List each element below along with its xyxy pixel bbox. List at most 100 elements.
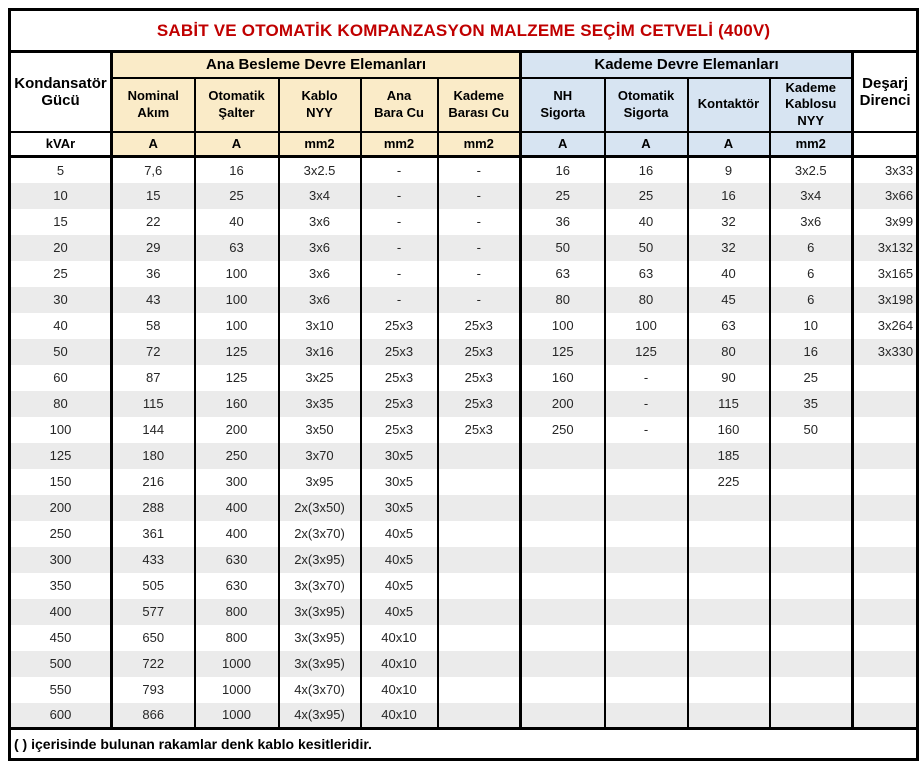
table-cell: 100 bbox=[603, 312, 688, 339]
table-cell: 40x10 bbox=[359, 650, 438, 677]
table-cell: 3x330 bbox=[850, 338, 918, 365]
table-cell bbox=[519, 702, 605, 729]
table-cell bbox=[436, 624, 521, 651]
table-cell bbox=[436, 676, 521, 703]
table-cell bbox=[436, 442, 521, 469]
table-row: 600 866 1000 4x(3x95) 40x10 bbox=[9, 702, 918, 729]
table-cell: 150 bbox=[9, 468, 112, 495]
header-kademe-barasi-cu: Kademe Barası Cu bbox=[436, 76, 522, 133]
footer-note: ( ) içerisinde bulunan rakamlar denk kab… bbox=[9, 727, 918, 760]
table-cell bbox=[436, 598, 521, 625]
table-cell: 20 bbox=[9, 234, 112, 261]
table-cell bbox=[603, 468, 688, 495]
table-cell: 160 bbox=[519, 364, 605, 391]
table-cell: 36 bbox=[110, 260, 195, 287]
table-cell bbox=[603, 572, 688, 599]
header-nominal-akim: Nominal Akım bbox=[110, 76, 196, 133]
table-cell: - bbox=[359, 286, 438, 313]
table-row: 25 36 100 3x6- -63 63 40 6 3x165 bbox=[9, 260, 918, 287]
table-row: 40 58 100 3x10 25x3 25x3 100 100 63 10 3x264 bbox=[9, 312, 918, 339]
unit-nh-sigorta: A bbox=[519, 130, 606, 158]
table-cell: - bbox=[359, 234, 438, 261]
table-cell: 3x2.5 bbox=[277, 156, 361, 183]
table-cell: 90 bbox=[686, 364, 770, 391]
table-cell: 6 bbox=[768, 286, 853, 313]
table-cell: 650 bbox=[110, 624, 195, 651]
table-cell: 87 bbox=[110, 364, 195, 391]
table-cell: 30x5 bbox=[359, 442, 438, 469]
table-cell: 115 bbox=[686, 390, 770, 417]
table-cell: - bbox=[436, 234, 521, 261]
table-cell: 4x(3x70) bbox=[277, 676, 361, 703]
table-row: 200 288 400 2x(3x50) 30x5 bbox=[9, 494, 918, 521]
table-cell: 3x165 bbox=[850, 260, 918, 287]
table-cell: - bbox=[359, 156, 438, 183]
table-cell bbox=[603, 546, 688, 573]
table-cell: - bbox=[436, 182, 521, 209]
table-cell: 793 bbox=[110, 676, 195, 703]
table-cell bbox=[850, 442, 918, 469]
table-cell: 350 bbox=[9, 572, 112, 599]
table-cell: 3x132 bbox=[850, 234, 918, 261]
table-row: 100 144 200 3x50 25x3 25x3 250-160 50 bbox=[9, 416, 918, 443]
table-cell: 3x33 bbox=[850, 156, 918, 183]
table-cell: 72 bbox=[110, 338, 195, 365]
table-cell: 866 bbox=[110, 702, 195, 729]
header-kontaktor: Kontaktör bbox=[686, 76, 771, 133]
table-cell: 25x3 bbox=[436, 364, 521, 391]
table-cell: 3x50 bbox=[277, 416, 361, 443]
table-cell: 25x3 bbox=[436, 416, 521, 443]
table-cell bbox=[850, 572, 918, 599]
table-cell: 400 bbox=[9, 598, 112, 625]
table-row: 250 361 400 2x(3x70) 40x5 bbox=[9, 520, 918, 547]
unit-ana-bara-cu: mm2 bbox=[359, 130, 439, 158]
table-cell bbox=[603, 676, 688, 703]
table-cell bbox=[686, 572, 770, 599]
table-cell: 288 bbox=[110, 494, 195, 521]
table-cell: 100 bbox=[193, 312, 279, 339]
table-footer: ( ) içerisinde bulunan rakamlar denk kab… bbox=[9, 727, 918, 760]
table-cell: 500 bbox=[9, 650, 112, 677]
table-cell: - bbox=[436, 208, 521, 235]
table-cell: - bbox=[436, 156, 521, 183]
table-cell: 100 bbox=[193, 286, 279, 313]
table-cell: 25x3 bbox=[436, 390, 521, 417]
table-cell bbox=[850, 598, 918, 625]
table-cell: 50 bbox=[768, 416, 853, 443]
table-cell bbox=[686, 702, 770, 729]
table-cell bbox=[436, 494, 521, 521]
table-cell: 40 bbox=[603, 208, 688, 235]
table-cell bbox=[686, 650, 770, 677]
table-cell: 200 bbox=[519, 390, 605, 417]
table-cell: 100 bbox=[9, 416, 112, 443]
table-row: 10 15 25 3x4- -25 25 16 3x4 3x66 bbox=[9, 182, 918, 209]
table-row: 150 216 300 3x95 30x5 225 bbox=[9, 468, 918, 495]
table-cell bbox=[519, 572, 605, 599]
table-cell: 32 bbox=[686, 208, 770, 235]
table-cell bbox=[850, 416, 918, 443]
table-cell bbox=[768, 624, 853, 651]
group-header-ana-besleme: Ana Besleme Devre Elemanları bbox=[110, 50, 522, 79]
table-cell bbox=[603, 442, 688, 469]
table-cell: 3x6 bbox=[277, 208, 361, 235]
table-cell: 80 bbox=[9, 390, 112, 417]
table-cell: 550 bbox=[9, 676, 112, 703]
table-cell bbox=[519, 442, 605, 469]
table-cell: 25 bbox=[768, 364, 853, 391]
table-cell: - bbox=[359, 182, 438, 209]
table-cell: 63 bbox=[193, 234, 279, 261]
table-cell bbox=[436, 702, 521, 729]
table-cell: 3x(3x70) bbox=[277, 572, 361, 599]
table-cell: 3x6 bbox=[277, 260, 361, 287]
table-cell: 505 bbox=[110, 572, 195, 599]
table-cell: 25 bbox=[9, 260, 112, 287]
table-cell: 80 bbox=[603, 286, 688, 313]
table-cell: 144 bbox=[110, 416, 195, 443]
table-cell: - bbox=[359, 208, 438, 235]
table-cell: 40x10 bbox=[359, 624, 438, 651]
unit-desarj-direnci bbox=[850, 130, 919, 158]
table-cell: 25x3 bbox=[436, 338, 521, 365]
table-cell: 160 bbox=[686, 416, 770, 443]
table-cell bbox=[686, 546, 770, 573]
